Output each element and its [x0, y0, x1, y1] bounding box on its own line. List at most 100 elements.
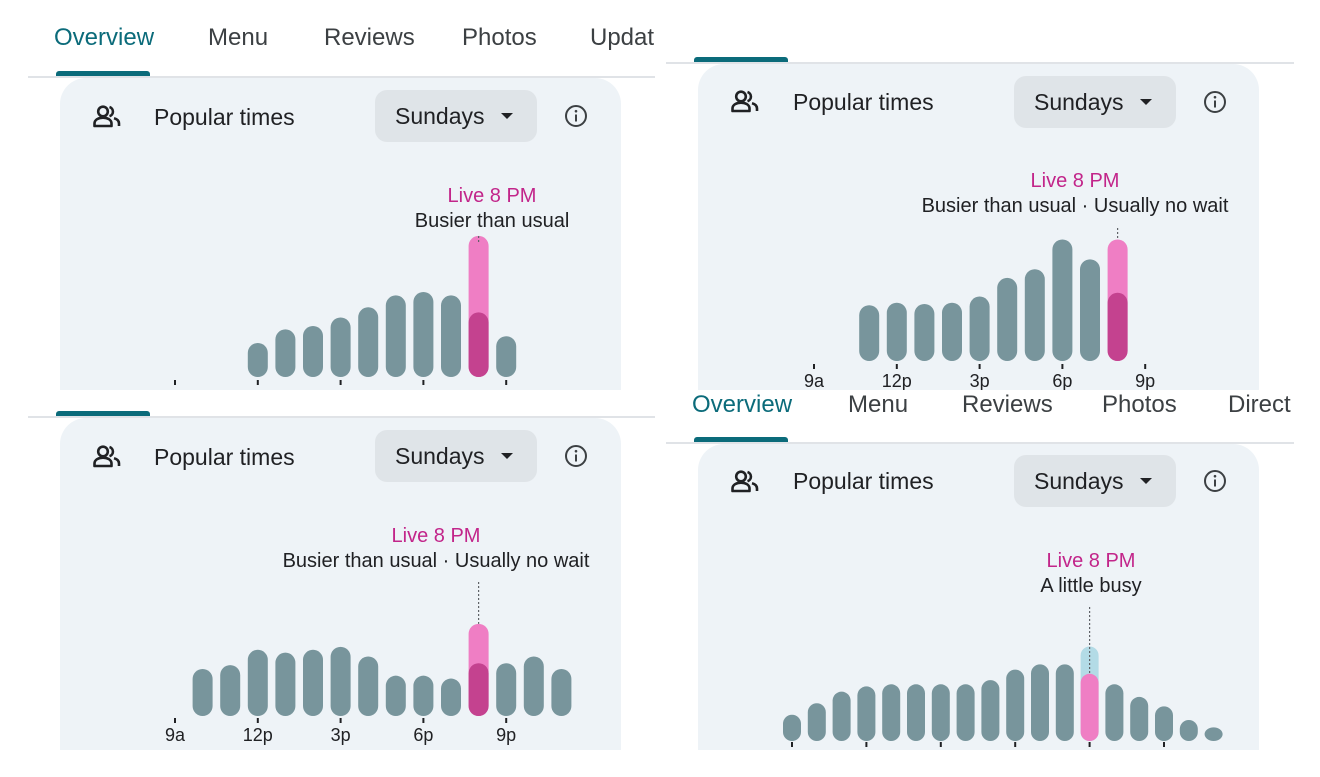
panel-top-left: Overview Menu Reviews Photos Updat Popul…	[28, 0, 655, 390]
x-tick-label: 9p	[1135, 371, 1156, 390]
hour-bar	[1052, 239, 1073, 361]
x-tick-label: 6p	[1052, 371, 1073, 390]
people-icon	[93, 445, 121, 468]
hour-bar	[385, 295, 406, 377]
x-tick-label: 12p	[881, 371, 912, 390]
hour-bar	[247, 343, 268, 377]
hour-bar	[914, 303, 935, 361]
info-icon[interactable]	[1203, 90, 1227, 114]
day-selector-label: Sundays	[395, 443, 485, 469]
hour-bar	[192, 668, 213, 716]
tab-menu[interactable]: Menu	[848, 391, 909, 418]
hour-bar	[358, 656, 379, 716]
tab-active-underline	[56, 411, 150, 416]
info-icon[interactable]	[1203, 469, 1227, 493]
hour-bar	[1204, 727, 1223, 741]
hour-bar	[832, 691, 851, 741]
popular-times-card: Popular times Sundays	[698, 64, 1259, 390]
live-label: Live 8 PM	[1030, 170, 1120, 192]
hour-bar	[275, 329, 296, 377]
day-selector-label: Sundays	[395, 103, 485, 129]
popular-times-title: Popular times	[154, 444, 295, 470]
x-tick-label: 9a	[803, 371, 825, 390]
hour-bar	[303, 326, 323, 377]
x-tick-label: 12p	[242, 725, 273, 745]
day-selector-button[interactable]: Sundays	[375, 90, 537, 142]
tab-menu[interactable]: Menu	[208, 24, 269, 51]
tab-active-underline	[56, 71, 150, 76]
tab-active-underline	[694, 437, 788, 442]
chevron-down-icon	[501, 453, 513, 459]
hour-bar	[956, 684, 975, 741]
panel-bottom-left: Popular times Sundays Live 8 PM Busier t…	[28, 400, 655, 750]
hour-bar	[1155, 706, 1173, 741]
usual-level-bar	[468, 312, 489, 377]
live-status: Busier than usual · Usually no wait	[282, 550, 590, 572]
hour-bar	[1130, 696, 1149, 741]
tab-updates[interactable]: Updat	[590, 24, 655, 51]
hour-bar	[1006, 669, 1025, 741]
hour-bar	[1179, 720, 1198, 741]
tab-divider	[666, 442, 1294, 444]
hour-bar	[997, 277, 1018, 361]
tab-photos[interactable]: Photos	[1102, 391, 1177, 418]
hour-bar	[247, 649, 268, 716]
day-selector-label: Sundays	[1034, 89, 1124, 115]
day-selector-button[interactable]: Sundays	[1014, 76, 1176, 128]
chevron-down-icon	[1140, 478, 1152, 484]
live-label: Live 8 PM	[447, 185, 537, 207]
tab-photos[interactable]: Photos	[462, 24, 537, 51]
hour-bar	[859, 305, 880, 361]
hour-bar	[1055, 664, 1074, 741]
usual-level-bar	[468, 663, 489, 716]
hour-bar	[1031, 664, 1049, 741]
hour-bar	[1105, 684, 1124, 741]
tab-divider	[666, 62, 1294, 64]
tab-divider	[28, 416, 655, 418]
hour-bar	[413, 675, 434, 716]
panel-top-right: Popular times Sundays Live 8 PM Busier t…	[666, 0, 1294, 390]
hour-bar	[330, 646, 351, 716]
tab-reviews[interactable]: Reviews	[962, 391, 1053, 418]
tab-overview[interactable]: Overview	[692, 391, 793, 418]
hour-bar	[385, 675, 406, 716]
people-icon	[731, 470, 759, 493]
hour-bar	[330, 317, 351, 377]
hour-bar	[783, 714, 801, 741]
popular-times-chart	[783, 607, 1223, 747]
x-tick-label: 3p	[969, 371, 990, 390]
hour-bar	[942, 302, 962, 361]
people-icon	[731, 90, 759, 113]
hour-bar	[441, 295, 461, 377]
hour-bar	[969, 296, 990, 361]
day-selector-button[interactable]: Sundays	[1014, 455, 1176, 507]
chevron-down-icon	[1140, 99, 1152, 105]
tab-directions[interactable]: Direct	[1228, 391, 1291, 418]
people-icon	[93, 105, 121, 128]
hour-bar	[882, 684, 901, 741]
hour-bar	[807, 703, 826, 741]
chevron-down-icon	[501, 113, 513, 119]
hour-bar	[303, 649, 323, 716]
live-busyness-bar	[1080, 673, 1099, 741]
info-icon[interactable]	[564, 104, 588, 128]
hour-bar	[886, 302, 907, 361]
popular-times-card: Popular times Sundays	[698, 444, 1259, 750]
live-label: Live 8 PM	[391, 525, 481, 547]
x-tick-label: 9p	[496, 725, 517, 745]
hour-bar	[496, 663, 517, 716]
day-selector-button[interactable]: Sundays	[375, 430, 537, 482]
live-label: Live 8 PM	[1046, 550, 1136, 572]
popular-times-chart	[174, 582, 572, 723]
live-status: Busier than usual	[414, 210, 570, 232]
info-icon[interactable]	[564, 444, 588, 468]
hour-bar	[931, 684, 950, 741]
day-selector-label: Sundays	[1034, 468, 1124, 494]
hour-bar	[220, 665, 241, 716]
hour-bar	[551, 668, 572, 716]
usual-level-bar	[1107, 292, 1128, 361]
x-tick-label: 3p	[330, 725, 351, 745]
hour-bar	[523, 656, 544, 716]
tab-overview[interactable]: Overview	[54, 24, 155, 51]
tab-reviews[interactable]: Reviews	[324, 24, 415, 51]
